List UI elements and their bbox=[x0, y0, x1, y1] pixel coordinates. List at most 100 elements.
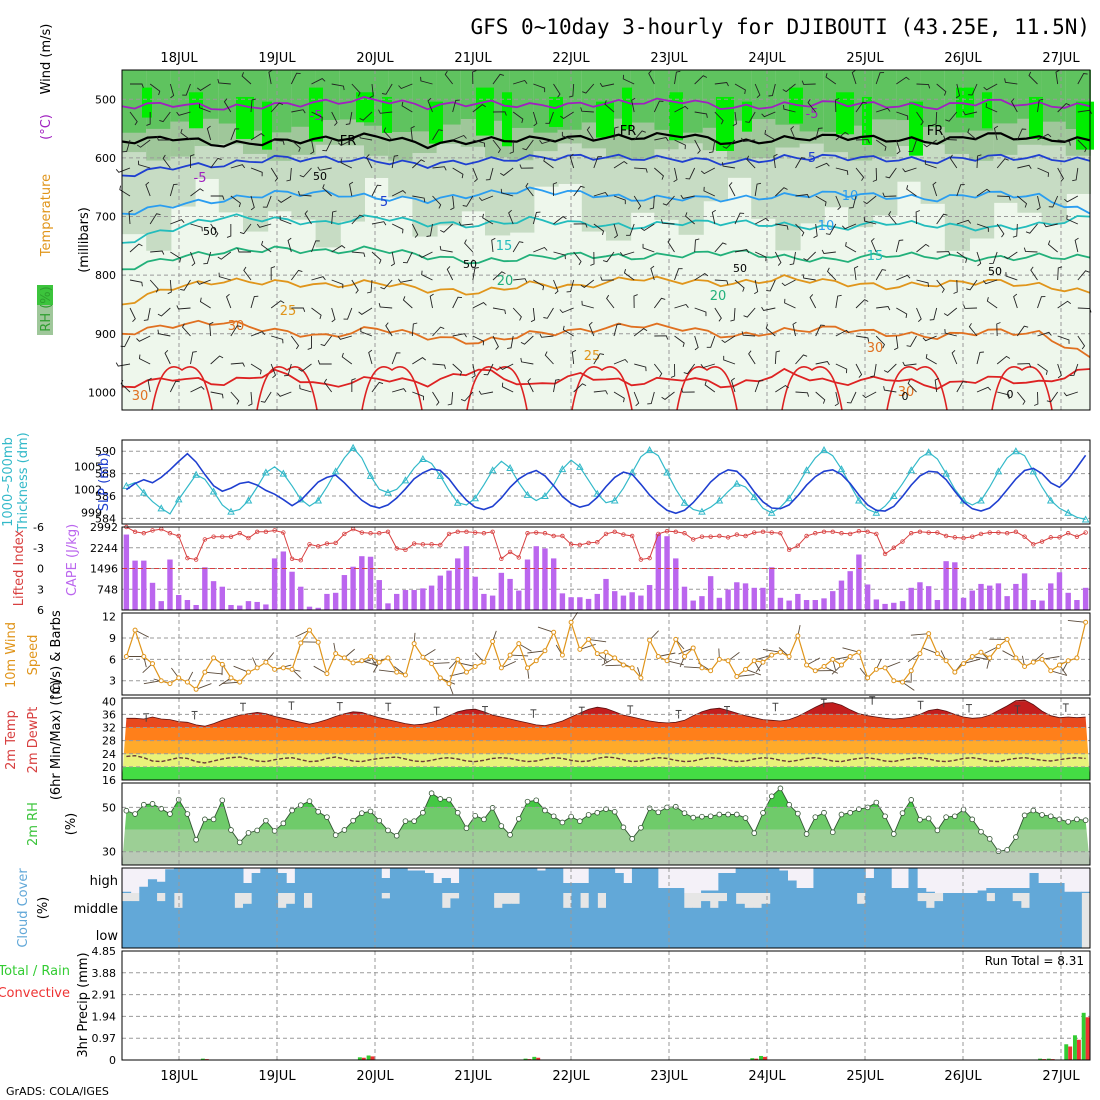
wind-barb bbox=[633, 391, 640, 407]
wind-barb bbox=[835, 363, 848, 374]
thickness-marker bbox=[366, 471, 375, 479]
wind-barb bbox=[243, 266, 252, 281]
wind-barb bbox=[813, 223, 818, 239]
wind-barb bbox=[1047, 240, 1058, 253]
cloud-bar-low bbox=[338, 920, 348, 948]
wind-barb bbox=[962, 111, 978, 116]
wind-tick-label: 9 bbox=[109, 632, 116, 645]
precip-total-bar bbox=[1038, 1058, 1043, 1060]
lifted-index-marker bbox=[795, 543, 801, 548]
cloud-bar-middle bbox=[286, 903, 296, 920]
wind-barb bbox=[250, 195, 255, 211]
wind-barb bbox=[1037, 331, 1052, 337]
wind-barb bbox=[956, 251, 968, 263]
rh-marker bbox=[646, 805, 653, 812]
cape-bar bbox=[1013, 583, 1019, 610]
isotherm-35-loop bbox=[781, 366, 843, 411]
precip-total-bar bbox=[366, 1055, 371, 1060]
wind-barb bbox=[262, 195, 272, 208]
wind-barb bbox=[795, 391, 810, 397]
cloud-bar-middle bbox=[493, 907, 503, 920]
rh-patch-saturated bbox=[982, 92, 992, 129]
cloud-bar-high bbox=[312, 868, 322, 893]
cloud-bar-middle bbox=[683, 907, 693, 920]
wind-barb bbox=[1074, 237, 1079, 253]
cape-bar bbox=[803, 600, 810, 610]
rh-marker bbox=[359, 810, 365, 816]
rh-tick-label: 50 bbox=[102, 801, 116, 814]
wind-barb bbox=[714, 307, 722, 322]
rh-marker bbox=[507, 832, 513, 838]
wind-barb bbox=[633, 195, 642, 210]
wind-barb bbox=[317, 166, 332, 171]
wind-barb bbox=[508, 209, 514, 225]
cloud-bar-high bbox=[510, 868, 521, 893]
cloud-bar-middle bbox=[1029, 893, 1039, 920]
cloud-ylabel: Cloud Cover bbox=[16, 868, 31, 948]
wind-barb bbox=[582, 83, 595, 94]
wind-barb bbox=[472, 267, 479, 281]
thickness-marker bbox=[924, 448, 933, 456]
cloud-bar-middle bbox=[934, 901, 944, 920]
cape-bar bbox=[1065, 592, 1071, 610]
wind-barb bbox=[667, 238, 675, 253]
isotherm-5 bbox=[121, 153, 1091, 178]
precip-convective-bar bbox=[361, 1057, 366, 1060]
lifted-index-marker bbox=[778, 531, 783, 536]
lifted-index-marker bbox=[647, 555, 652, 561]
wind-barb bbox=[604, 100, 615, 113]
temp-band bbox=[122, 714, 1090, 728]
cloud-bar-high bbox=[666, 888, 676, 893]
thickness-marker bbox=[523, 490, 532, 498]
cloud-bar-low bbox=[562, 920, 572, 948]
temperature-contour-label: 0 bbox=[1007, 388, 1014, 401]
cloud-bar-high bbox=[1038, 883, 1048, 893]
lifted-index-marker bbox=[298, 558, 303, 563]
cape-bar bbox=[838, 580, 845, 610]
cape-bar bbox=[402, 590, 409, 610]
cape-bar bbox=[158, 601, 164, 610]
temp-band bbox=[122, 740, 1090, 754]
rh-marker bbox=[577, 818, 583, 824]
cloud-bar-low bbox=[130, 920, 140, 948]
wind-barb bbox=[936, 213, 948, 225]
wind-speed-marker bbox=[202, 669, 208, 675]
thickness-tick-label: 586 bbox=[95, 490, 116, 503]
cape-bar bbox=[751, 587, 757, 610]
rh-marker bbox=[167, 811, 173, 817]
cloud-bar-low bbox=[320, 920, 330, 948]
wind-barb bbox=[694, 111, 708, 118]
wind-barb bbox=[613, 223, 619, 239]
wind-barb bbox=[203, 251, 212, 265]
wind-barb bbox=[1012, 223, 1018, 238]
upper-ylabel-part: RH (%) bbox=[39, 286, 54, 331]
wind-speed-marker bbox=[1013, 655, 1019, 661]
wind-barb bbox=[730, 307, 736, 322]
wind-barb bbox=[145, 181, 151, 197]
wind-barb bbox=[571, 349, 577, 365]
wind-barb bbox=[790, 125, 796, 141]
thickness-marker bbox=[802, 466, 811, 474]
wind-barb bbox=[870, 363, 877, 378]
thickness-marker bbox=[1064, 508, 1073, 516]
wind-barb bbox=[412, 357, 427, 365]
cloud-bar-middle bbox=[562, 907, 572, 920]
cloud-bar-low bbox=[899, 920, 909, 948]
thickness-marker bbox=[227, 507, 235, 515]
wind-speed-marker bbox=[647, 637, 653, 643]
cape-tick-label: 1496 bbox=[90, 563, 118, 576]
cloud-bar-high bbox=[191, 868, 201, 893]
wind-barb bbox=[1017, 195, 1028, 208]
wind-barb bbox=[206, 125, 212, 141]
cloud-bar-middle bbox=[415, 893, 425, 920]
wind-barb bbox=[401, 101, 413, 113]
wind-barb bbox=[287, 237, 292, 253]
rh-marker bbox=[629, 836, 635, 842]
cape-bar bbox=[463, 546, 470, 610]
thickness-marker bbox=[889, 491, 898, 499]
cloud-bar-high bbox=[286, 883, 296, 893]
wind-barb bbox=[432, 195, 442, 209]
wind-barb bbox=[462, 195, 474, 207]
wind-barb bbox=[513, 278, 528, 283]
cloud-bar-low bbox=[208, 920, 218, 948]
